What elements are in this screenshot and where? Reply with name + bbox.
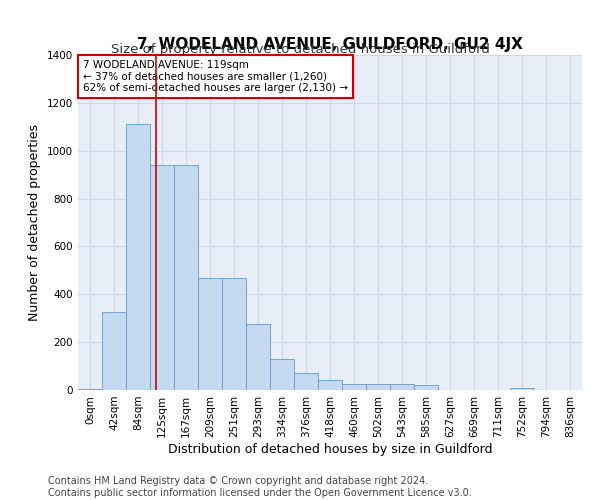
Title: 7, WODELAND AVENUE, GUILDFORD, GU2 4JX: 7, WODELAND AVENUE, GUILDFORD, GU2 4JX	[137, 38, 523, 52]
Bar	[414, 385, 438, 390]
Bar	[342, 384, 366, 390]
X-axis label: Distribution of detached houses by size in Guildford: Distribution of detached houses by size …	[168, 442, 492, 456]
Bar	[222, 278, 246, 390]
Text: Contains HM Land Registry data © Crown copyright and database right 2024.
Contai: Contains HM Land Registry data © Crown c…	[48, 476, 472, 498]
Bar	[246, 324, 270, 390]
Bar	[198, 278, 222, 390]
Bar	[366, 384, 390, 390]
Bar	[318, 380, 342, 390]
Bar	[150, 165, 174, 390]
Bar	[78, 389, 102, 390]
Bar	[126, 124, 150, 390]
Bar	[294, 373, 318, 390]
Text: 7 WODELAND AVENUE: 119sqm
← 37% of detached houses are smaller (1,260)
62% of se: 7 WODELAND AVENUE: 119sqm ← 37% of detac…	[83, 60, 348, 93]
Bar	[390, 384, 414, 390]
Y-axis label: Number of detached properties: Number of detached properties	[28, 124, 41, 321]
Bar	[102, 312, 126, 390]
Bar	[510, 388, 534, 390]
Bar	[270, 359, 294, 390]
Bar	[174, 165, 198, 390]
Text: Size of property relative to detached houses in Guildford: Size of property relative to detached ho…	[110, 42, 490, 56]
